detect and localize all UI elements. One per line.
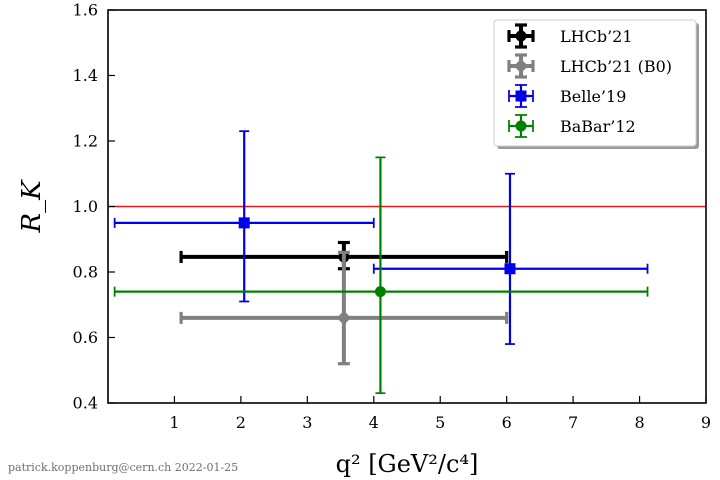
legend-entry: LHCb’21 (B0) [507,53,672,79]
legend: LHCb’21 LHCb’21 (B0) Belle’19 BaBar’12 [493,19,699,149]
marker-square [515,90,527,102]
series-group [179,250,509,366]
legend-box [493,19,697,147]
x-tick-label: 1 [169,413,179,432]
y-tick-label: 0.4 [73,394,98,413]
x-tick-label: 5 [435,413,445,432]
marker-square [504,263,516,275]
legend-label: LHCb’21 [560,27,633,46]
marker-diamond [336,310,352,325]
marker-square [238,217,250,229]
legend-entry: Belle’19 [508,84,626,108]
x-tick-label: 3 [302,413,312,432]
x-tick-label: 7 [568,413,578,432]
series-layer [113,130,649,395]
y-tick-label: 1.4 [73,66,98,85]
credit-text: patrick.koppenburg@cern.ch 2022-01-25 [8,461,238,474]
x-tick-label: 4 [369,413,379,432]
y-tick-label: 0.6 [73,328,98,347]
marker-diamond [513,58,529,74]
legend-label: LHCb’21 (B0) [560,57,672,76]
y-tick-label: 1.2 [73,132,98,151]
x-axis-title: q² [GeV²/c⁴] [336,450,479,478]
legend-entry: LHCb’21 [507,23,633,49]
marker-circle [515,120,527,132]
y-tick-label: 0.8 [73,263,98,282]
x-tick-label: 6 [502,413,512,432]
y-tick-label: 1.0 [73,197,98,216]
y-axis-title: R_K [17,179,47,234]
legend-entry: BaBar’12 [508,114,636,138]
marker-circle [515,30,527,42]
legend-label: Belle’19 [560,87,626,106]
x-tick-label: 2 [236,413,246,432]
ticks-layer: 1 2 3 4 5 6 7 8 9 0.4 0.6 0.8 1.0 1.2 1.4 1.6 [73,1,712,433]
legend-label: BaBar’12 [560,117,636,136]
x-tick-label: 9 [701,413,711,432]
x-tick-label: 8 [634,413,644,432]
marker-circle [374,286,386,298]
series-group [113,130,649,345]
series-group [113,156,649,395]
y-tick-label: 1.6 [73,1,98,20]
